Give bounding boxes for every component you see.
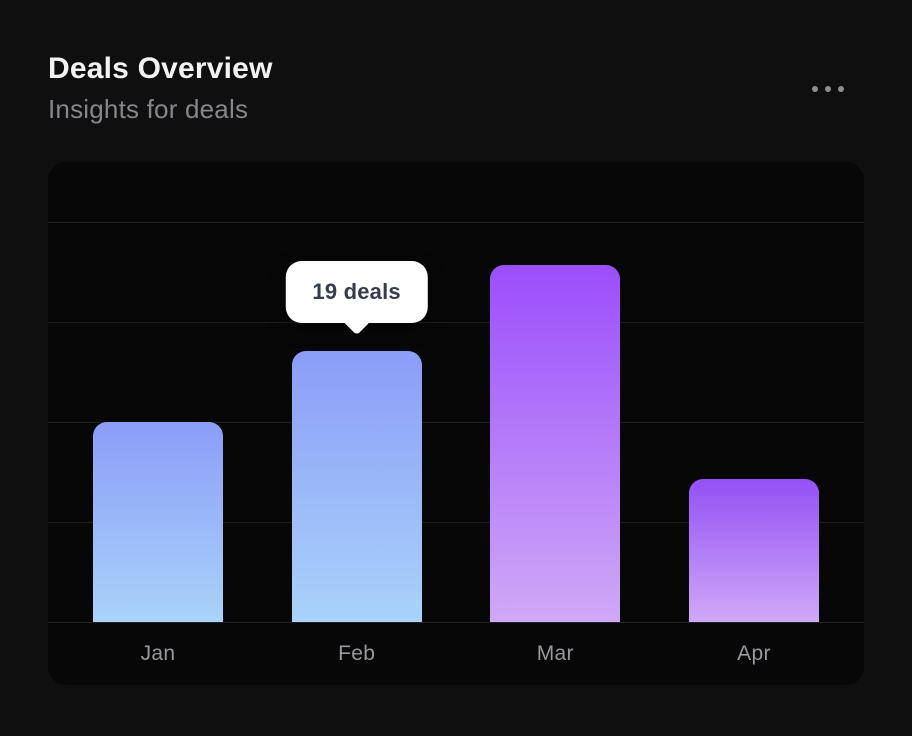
x-axis-label-mar: Mar [536, 641, 574, 665]
bar-jan[interactable] [93, 422, 223, 622]
tooltip-pointer [342, 306, 371, 336]
bar-slot-feb: 19 deals [285, 261, 428, 622]
tooltip-value-label: 19 deals [312, 279, 401, 304]
page-title: Deals Overview [48, 52, 273, 85]
x-axis-label-feb: Feb [338, 641, 376, 665]
gridline [48, 522, 864, 523]
gridline [48, 322, 864, 323]
page-subtitle: Insights for deals [48, 94, 249, 124]
bar-slot-apr [688, 479, 819, 622]
plot-area: 19 deals [48, 162, 864, 622]
bar-slot-mar [490, 265, 621, 622]
x-axis-label-apr: Apr [737, 641, 771, 665]
card-header: Deals Overview Insights for deals [48, 52, 864, 125]
ellipsis-icon [825, 86, 831, 92]
gridline [48, 422, 864, 423]
bar-mar[interactable] [490, 265, 621, 622]
bar-chart-panel: 19 deals Jan Feb Mar Apr [48, 162, 864, 685]
x-axis-labels: Jan Feb Mar Apr [48, 622, 864, 685]
ellipsis-icon [812, 86, 818, 92]
bar-apr[interactable] [688, 479, 819, 622]
x-axis-baseline [48, 622, 864, 623]
more-options-button[interactable] [802, 76, 854, 102]
gridline [48, 222, 864, 223]
bar-slot-jan [93, 422, 223, 622]
ellipsis-icon [838, 86, 844, 92]
x-axis-label-jan: Jan [140, 641, 176, 665]
bar-feb[interactable]: 19 deals [285, 261, 428, 622]
bar-value-tooltip: 19 deals [285, 261, 428, 336]
